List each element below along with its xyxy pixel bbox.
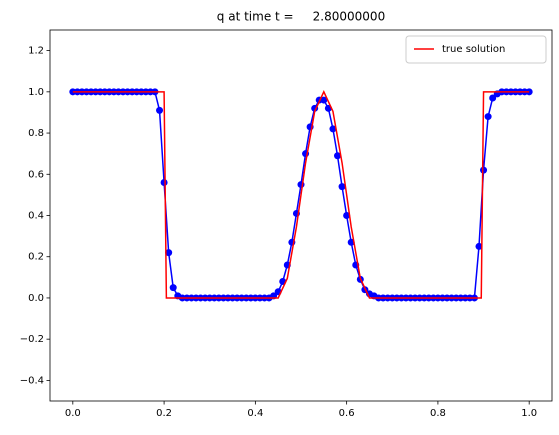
y-tick-label: 1.0	[28, 87, 44, 98]
data-point	[475, 242, 483, 250]
y-tick-label: 0.4	[28, 211, 44, 222]
x-tick-label: 0.4	[247, 408, 263, 419]
chart-title: q at time t = 2.80000000	[217, 10, 385, 24]
series-line	[72, 90, 530, 299]
data-point	[489, 94, 497, 102]
y-tick-label: 0.6	[28, 169, 44, 180]
data-point	[484, 113, 492, 121]
data-point	[480, 166, 488, 174]
data-point	[343, 212, 351, 219]
y-tick-label: 1.2	[28, 46, 44, 57]
data-point	[329, 125, 337, 133]
y-tick-label: −0.2	[20, 334, 44, 345]
data-point	[169, 284, 177, 292]
y-tick-label: 0.2	[28, 252, 44, 263]
x-tick-label: 1.0	[521, 408, 537, 419]
x-tick-label: 0.6	[339, 408, 355, 419]
data-point	[334, 152, 342, 160]
legend	[405, 35, 547, 64]
legend-label: true solution	[442, 44, 505, 55]
data-point	[338, 183, 346, 191]
y-tick-label: −0.4	[20, 375, 44, 386]
data-point	[320, 96, 328, 104]
data-point	[160, 179, 168, 187]
y-tick-label: 0.0	[28, 293, 44, 304]
data-point	[165, 249, 173, 257]
y-tick-label: 0.8	[28, 128, 44, 139]
data-point	[156, 106, 164, 114]
plot-frame	[49, 29, 553, 402]
x-tick-label: 0.0	[65, 408, 81, 419]
x-tick-label: 0.2	[156, 408, 172, 419]
x-tick-label: 0.8	[430, 408, 446, 419]
